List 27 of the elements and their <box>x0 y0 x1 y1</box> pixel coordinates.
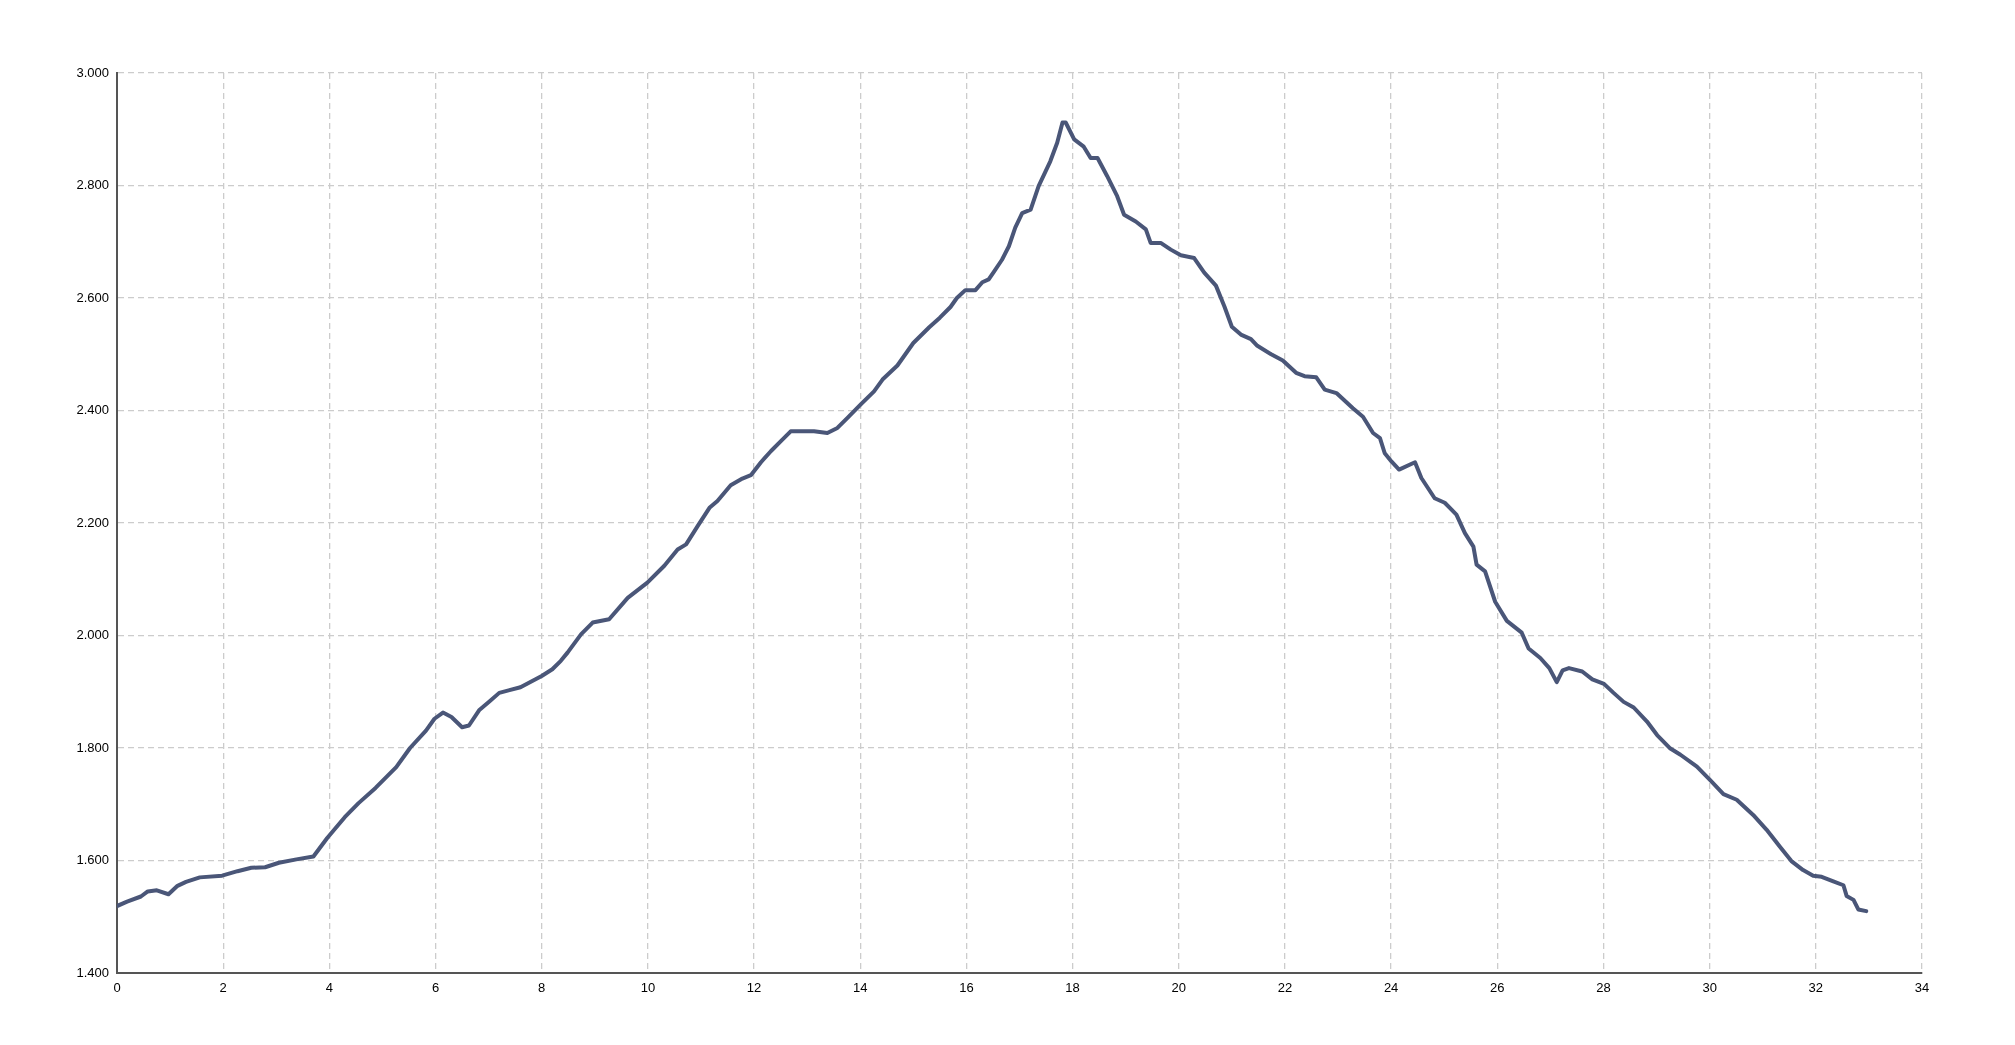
y-tick-label: 2.600 <box>76 289 109 305</box>
x-tick-label: 0 <box>113 980 121 996</box>
x-tick-label: 22 <box>1277 980 1293 996</box>
y-tick-label: 2.800 <box>76 177 109 193</box>
y-tick-label: 2.200 <box>76 514 109 530</box>
y-tick-label: 3.000 <box>76 64 109 80</box>
x-tick-label: 2 <box>219 980 227 996</box>
x-tick-label: 10 <box>640 980 656 996</box>
x-tick-label: 28 <box>1596 980 1611 996</box>
x-tick-label: 4 <box>325 980 333 996</box>
y-tick-label: 1.400 <box>76 964 109 980</box>
x-tick-label: 16 <box>959 980 974 996</box>
x-tick-label: 6 <box>431 980 440 996</box>
y-tick-label: 2.400 <box>76 402 109 418</box>
x-tick-label: 26 <box>1490 980 1505 996</box>
y-tick-label: 1.800 <box>76 739 109 755</box>
y-tick-label: 2.000 <box>76 627 109 643</box>
x-tick-label: 12 <box>746 980 762 996</box>
x-tick-label: 24 <box>1383 980 1399 996</box>
x-tick-label: 32 <box>1808 980 1824 996</box>
y-tick-label: 1.600 <box>76 852 109 868</box>
x-tick-label: 20 <box>1171 980 1186 996</box>
x-tick-label: 34 <box>1914 980 1930 996</box>
x-tick-label: 30 <box>1702 980 1717 996</box>
x-tick-label: 18 <box>1065 980 1080 996</box>
x-tick-label: 14 <box>853 980 868 996</box>
x-tick-label: 8 <box>538 980 546 996</box>
